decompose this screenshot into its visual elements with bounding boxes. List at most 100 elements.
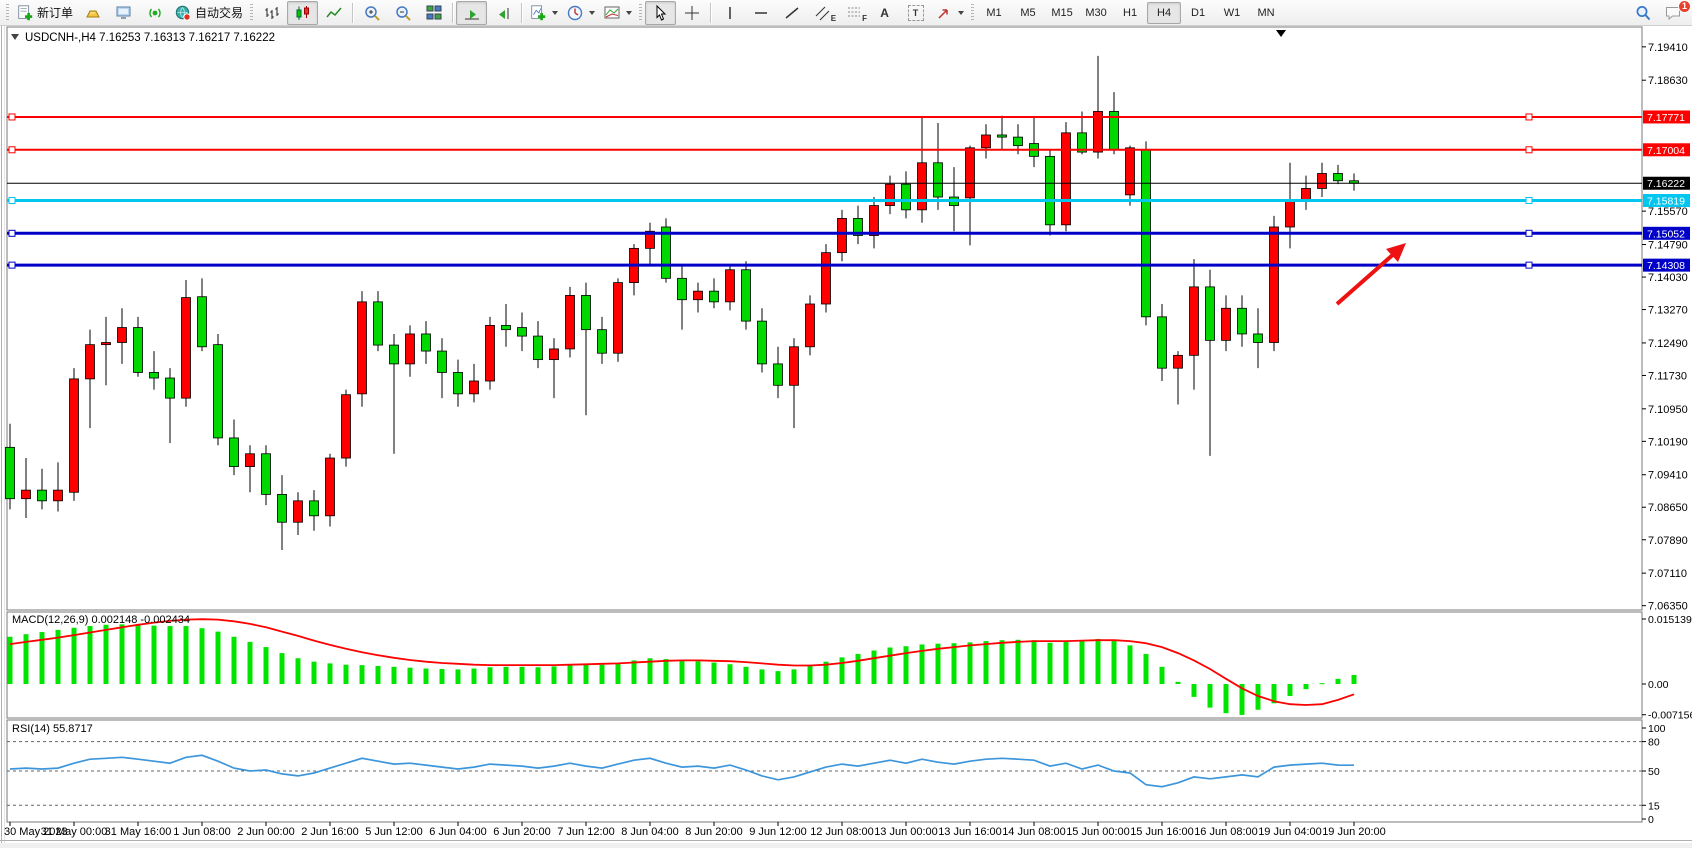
chart-title: USDCNH-,H4 7.16253 7.16313 7.16217 7.162…: [11, 32, 275, 44]
line-handle[interactable]: [1526, 114, 1532, 120]
line-handle[interactable]: [9, 147, 15, 153]
toolbar-grip[interactable]: [639, 4, 642, 22]
candle-up: [838, 218, 847, 252]
bar-chart-icon: [263, 4, 281, 22]
line-handle[interactable]: [9, 230, 15, 236]
vertical-line-button[interactable]: [714, 1, 745, 25]
fibonacci-button[interactable]: F: [838, 1, 869, 25]
candle-down: [454, 372, 463, 393]
candle-down: [1014, 137, 1023, 146]
candle-down: [310, 501, 319, 516]
svg-text:7.19410: 7.19410: [1648, 42, 1688, 54]
chart-shift-icon: [494, 4, 512, 22]
chevron-down-icon: [589, 11, 595, 15]
arrows-button[interactable]: [931, 1, 968, 25]
timeframe-MN[interactable]: MN: [1249, 2, 1283, 24]
zoom-out-button[interactable]: [387, 1, 418, 25]
candle-down: [758, 321, 767, 364]
trendline-button[interactable]: [776, 1, 807, 25]
svg-text:0.00: 0.00: [1648, 679, 1669, 691]
candle-up: [294, 501, 303, 522]
signal-button[interactable]: [139, 1, 170, 25]
tile-windows-button[interactable]: [418, 1, 449, 25]
candle-up: [246, 454, 255, 467]
line-chart-button[interactable]: [318, 1, 349, 25]
chart-canvas[interactable]: 7.194107.186307.155707.147907.140307.132…: [0, 26, 1692, 843]
autotrading-button[interactable]: 自动交易: [170, 1, 247, 25]
timeframe-M15[interactable]: M15: [1045, 2, 1079, 24]
terminal-button[interactable]: [108, 1, 139, 25]
candle-down: [582, 295, 591, 329]
crosshair-button[interactable]: [676, 1, 707, 25]
line-handle[interactable]: [9, 197, 15, 203]
crosshair-icon: [683, 4, 701, 22]
candle-down: [278, 494, 287, 522]
toolbar-grip[interactable]: [6, 4, 9, 22]
bar-chart-button[interactable]: [256, 1, 287, 25]
toolbar-grip[interactable]: [250, 4, 253, 22]
timeframe-H1[interactable]: H1: [1113, 2, 1147, 24]
horizontal-line-button[interactable]: [745, 1, 776, 25]
candle-down: [902, 184, 911, 210]
candle-up: [966, 148, 975, 198]
line-handle[interactable]: [9, 114, 15, 120]
candle-up: [806, 304, 815, 347]
autotrading-label: 自动交易: [195, 4, 243, 21]
line-handle[interactable]: [1526, 230, 1532, 236]
svg-text:5 Jun 12:00: 5 Jun 12:00: [365, 826, 423, 838]
candle-up: [406, 334, 415, 364]
candle-up: [614, 283, 623, 354]
svg-text:15: 15: [1648, 800, 1660, 812]
autotrading-icon: [174, 4, 192, 22]
candle-down: [422, 334, 431, 351]
periods-button[interactable]: [562, 1, 599, 25]
candle-up: [886, 184, 895, 205]
clock-icon: [566, 4, 584, 22]
candle-down: [534, 336, 543, 360]
candle-down: [374, 302, 383, 345]
search-icon: [1634, 4, 1652, 22]
svg-text:2 Jun 00:00: 2 Jun 00:00: [237, 826, 295, 838]
zoom-in-icon: [363, 4, 381, 22]
equidistant-channel-button[interactable]: E: [807, 1, 838, 25]
candlestick-chart-button[interactable]: [287, 1, 318, 25]
line-handle[interactable]: [9, 262, 15, 268]
text-label-button[interactable]: T: [900, 1, 931, 25]
auto-scroll-button[interactable]: [456, 1, 487, 25]
timeframe-H4[interactable]: H4: [1147, 2, 1181, 24]
new-order-button[interactable]: 新订单: [12, 1, 77, 25]
timeframe-M5[interactable]: M5: [1011, 2, 1045, 24]
zoom-in-button[interactable]: [356, 1, 387, 25]
timeframe-D1[interactable]: D1: [1181, 2, 1215, 24]
svg-text:7.09410: 7.09410: [1648, 470, 1688, 482]
signal-icon: [146, 4, 164, 22]
chat-button[interactable]: 1: [1658, 1, 1689, 25]
candle-up: [182, 298, 191, 399]
svg-text:16 Jun 08:00: 16 Jun 08:00: [1194, 826, 1258, 838]
templates-button[interactable]: [599, 1, 636, 25]
line-handle[interactable]: [1526, 197, 1532, 203]
line-handle[interactable]: [1526, 147, 1532, 153]
candle-up: [1062, 133, 1071, 225]
cursor-button[interactable]: [645, 1, 676, 25]
indicators-button[interactable]: [525, 1, 562, 25]
chart-shift-button[interactable]: [487, 1, 518, 25]
svg-text:7.16222: 7.16222: [1647, 178, 1685, 190]
toolbar-grip[interactable]: [971, 4, 974, 22]
arrow-tool-icon: [935, 4, 953, 22]
timeframe-M1[interactable]: M1: [977, 2, 1011, 24]
candle-up: [918, 163, 927, 210]
text-button[interactable]: A: [869, 1, 900, 25]
svg-text:7.15819: 7.15819: [1647, 195, 1685, 207]
line-handle[interactable]: [1526, 262, 1532, 268]
timeframe-M30[interactable]: M30: [1079, 2, 1113, 24]
search-button[interactable]: [1627, 1, 1658, 25]
chevron-down-icon: [626, 11, 632, 15]
candle-down: [1046, 156, 1055, 224]
svg-text:7.17004: 7.17004: [1647, 145, 1685, 157]
timeframe-W1[interactable]: W1: [1215, 2, 1249, 24]
gold-bar-button[interactable]: [77, 1, 108, 25]
line-chart-icon: [325, 4, 343, 22]
macd-label: MACD(12,26,9) 0.002148 -0.002434: [12, 614, 190, 626]
candle-down: [934, 163, 943, 197]
